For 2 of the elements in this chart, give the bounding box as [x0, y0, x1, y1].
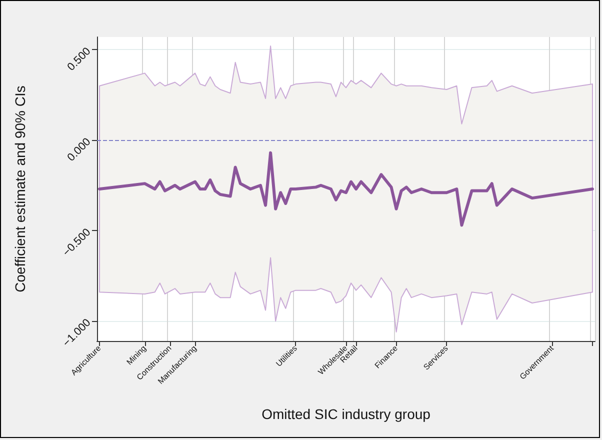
- x-axis-title: Omitted SIC industry group: [262, 406, 431, 422]
- y-axis-title: Coefficient estimate and 90% CIs: [12, 86, 28, 292]
